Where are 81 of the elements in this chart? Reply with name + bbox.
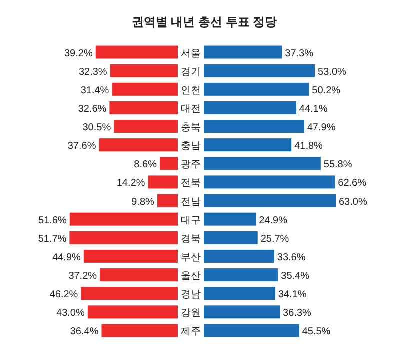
value-label: 46.2% (50, 290, 78, 301)
bar (204, 231, 258, 244)
category-label: 서울 (181, 48, 201, 60)
bar (204, 250, 274, 263)
value-label: 51.7% (38, 234, 67, 245)
category-label: 인천 (181, 85, 201, 96)
value-label: 36.3% (283, 308, 312, 320)
bar (204, 82, 310, 96)
value-label: 63.0% (339, 196, 368, 208)
category-label: 광주 (181, 160, 201, 171)
bar (204, 120, 304, 134)
category-label: 경북 (181, 234, 201, 245)
value-label: 45.5% (302, 326, 331, 338)
value-label: 37.6% (68, 141, 96, 152)
value-label: 37.3% (285, 48, 314, 60)
bar (204, 194, 336, 208)
bar (114, 120, 178, 134)
value-label: 55.8% (324, 160, 352, 171)
bar (204, 212, 256, 226)
value-label: 53.0% (318, 66, 346, 78)
category-label: 경남 (181, 290, 201, 301)
value-label: 33.6% (277, 252, 306, 264)
bar (204, 176, 336, 189)
category-label: 충북 (181, 122, 201, 134)
value-label: 14.2% (116, 178, 146, 190)
value-label: 8.6% (134, 160, 157, 171)
value-label: 39.2% (64, 48, 93, 60)
value-label: 41.8% (294, 141, 323, 152)
bar (204, 46, 282, 59)
value-label: 37.2% (68, 271, 98, 282)
bar (102, 324, 178, 338)
bar (112, 82, 178, 96)
bar (204, 306, 280, 319)
bar (110, 64, 178, 78)
bar (160, 157, 178, 170)
value-label: 32.3% (78, 66, 108, 78)
value-label: 44.9% (52, 252, 81, 264)
value-label: 35.4% (281, 271, 310, 282)
value-label: 44.1% (299, 104, 328, 115)
category-label: 대전 (181, 104, 201, 115)
bar (204, 138, 292, 152)
title: 권역별 내년 총선 투표 정당 (132, 15, 278, 29)
value-label: 30.5% (82, 122, 112, 134)
category-label: 제주 (181, 326, 201, 338)
value-label: 47.9% (307, 122, 336, 134)
value-label: 43.0% (56, 308, 85, 320)
bar (70, 231, 178, 244)
category-label: 충남 (181, 141, 201, 152)
bar (148, 176, 178, 189)
category-label: 대구 (181, 215, 201, 226)
bar (204, 268, 278, 282)
bar (110, 101, 178, 114)
bar (88, 306, 178, 319)
value-label: 31.4% (80, 85, 110, 96)
bar (99, 138, 178, 152)
bar (204, 101, 296, 114)
value-label: 36.4% (70, 326, 99, 338)
value-label: 34.1% (278, 290, 307, 301)
bar (96, 46, 178, 59)
category-label: 울산 (181, 271, 201, 282)
bar (204, 157, 321, 170)
value-label: 50.2% (312, 85, 341, 96)
value-label: 25.7% (260, 234, 290, 245)
value-label: 9.8% (132, 196, 154, 208)
category-label: 부산 (181, 252, 201, 264)
category-label: 경기 (181, 66, 201, 78)
bar (204, 324, 300, 338)
bar (81, 287, 178, 300)
bar (70, 212, 178, 226)
bar (100, 268, 178, 282)
bar (157, 194, 178, 208)
value-label: 32.6% (78, 104, 107, 115)
value-label: 51.6% (38, 215, 67, 226)
value-label: 62.6% (338, 178, 367, 190)
category-label: 전남 (181, 196, 201, 208)
bar (204, 287, 276, 300)
category-label: 강원 (181, 308, 201, 320)
value-label: 24.9% (259, 215, 288, 226)
category-label: 전북 (181, 178, 201, 190)
bar (84, 250, 178, 263)
bar (204, 64, 316, 78)
